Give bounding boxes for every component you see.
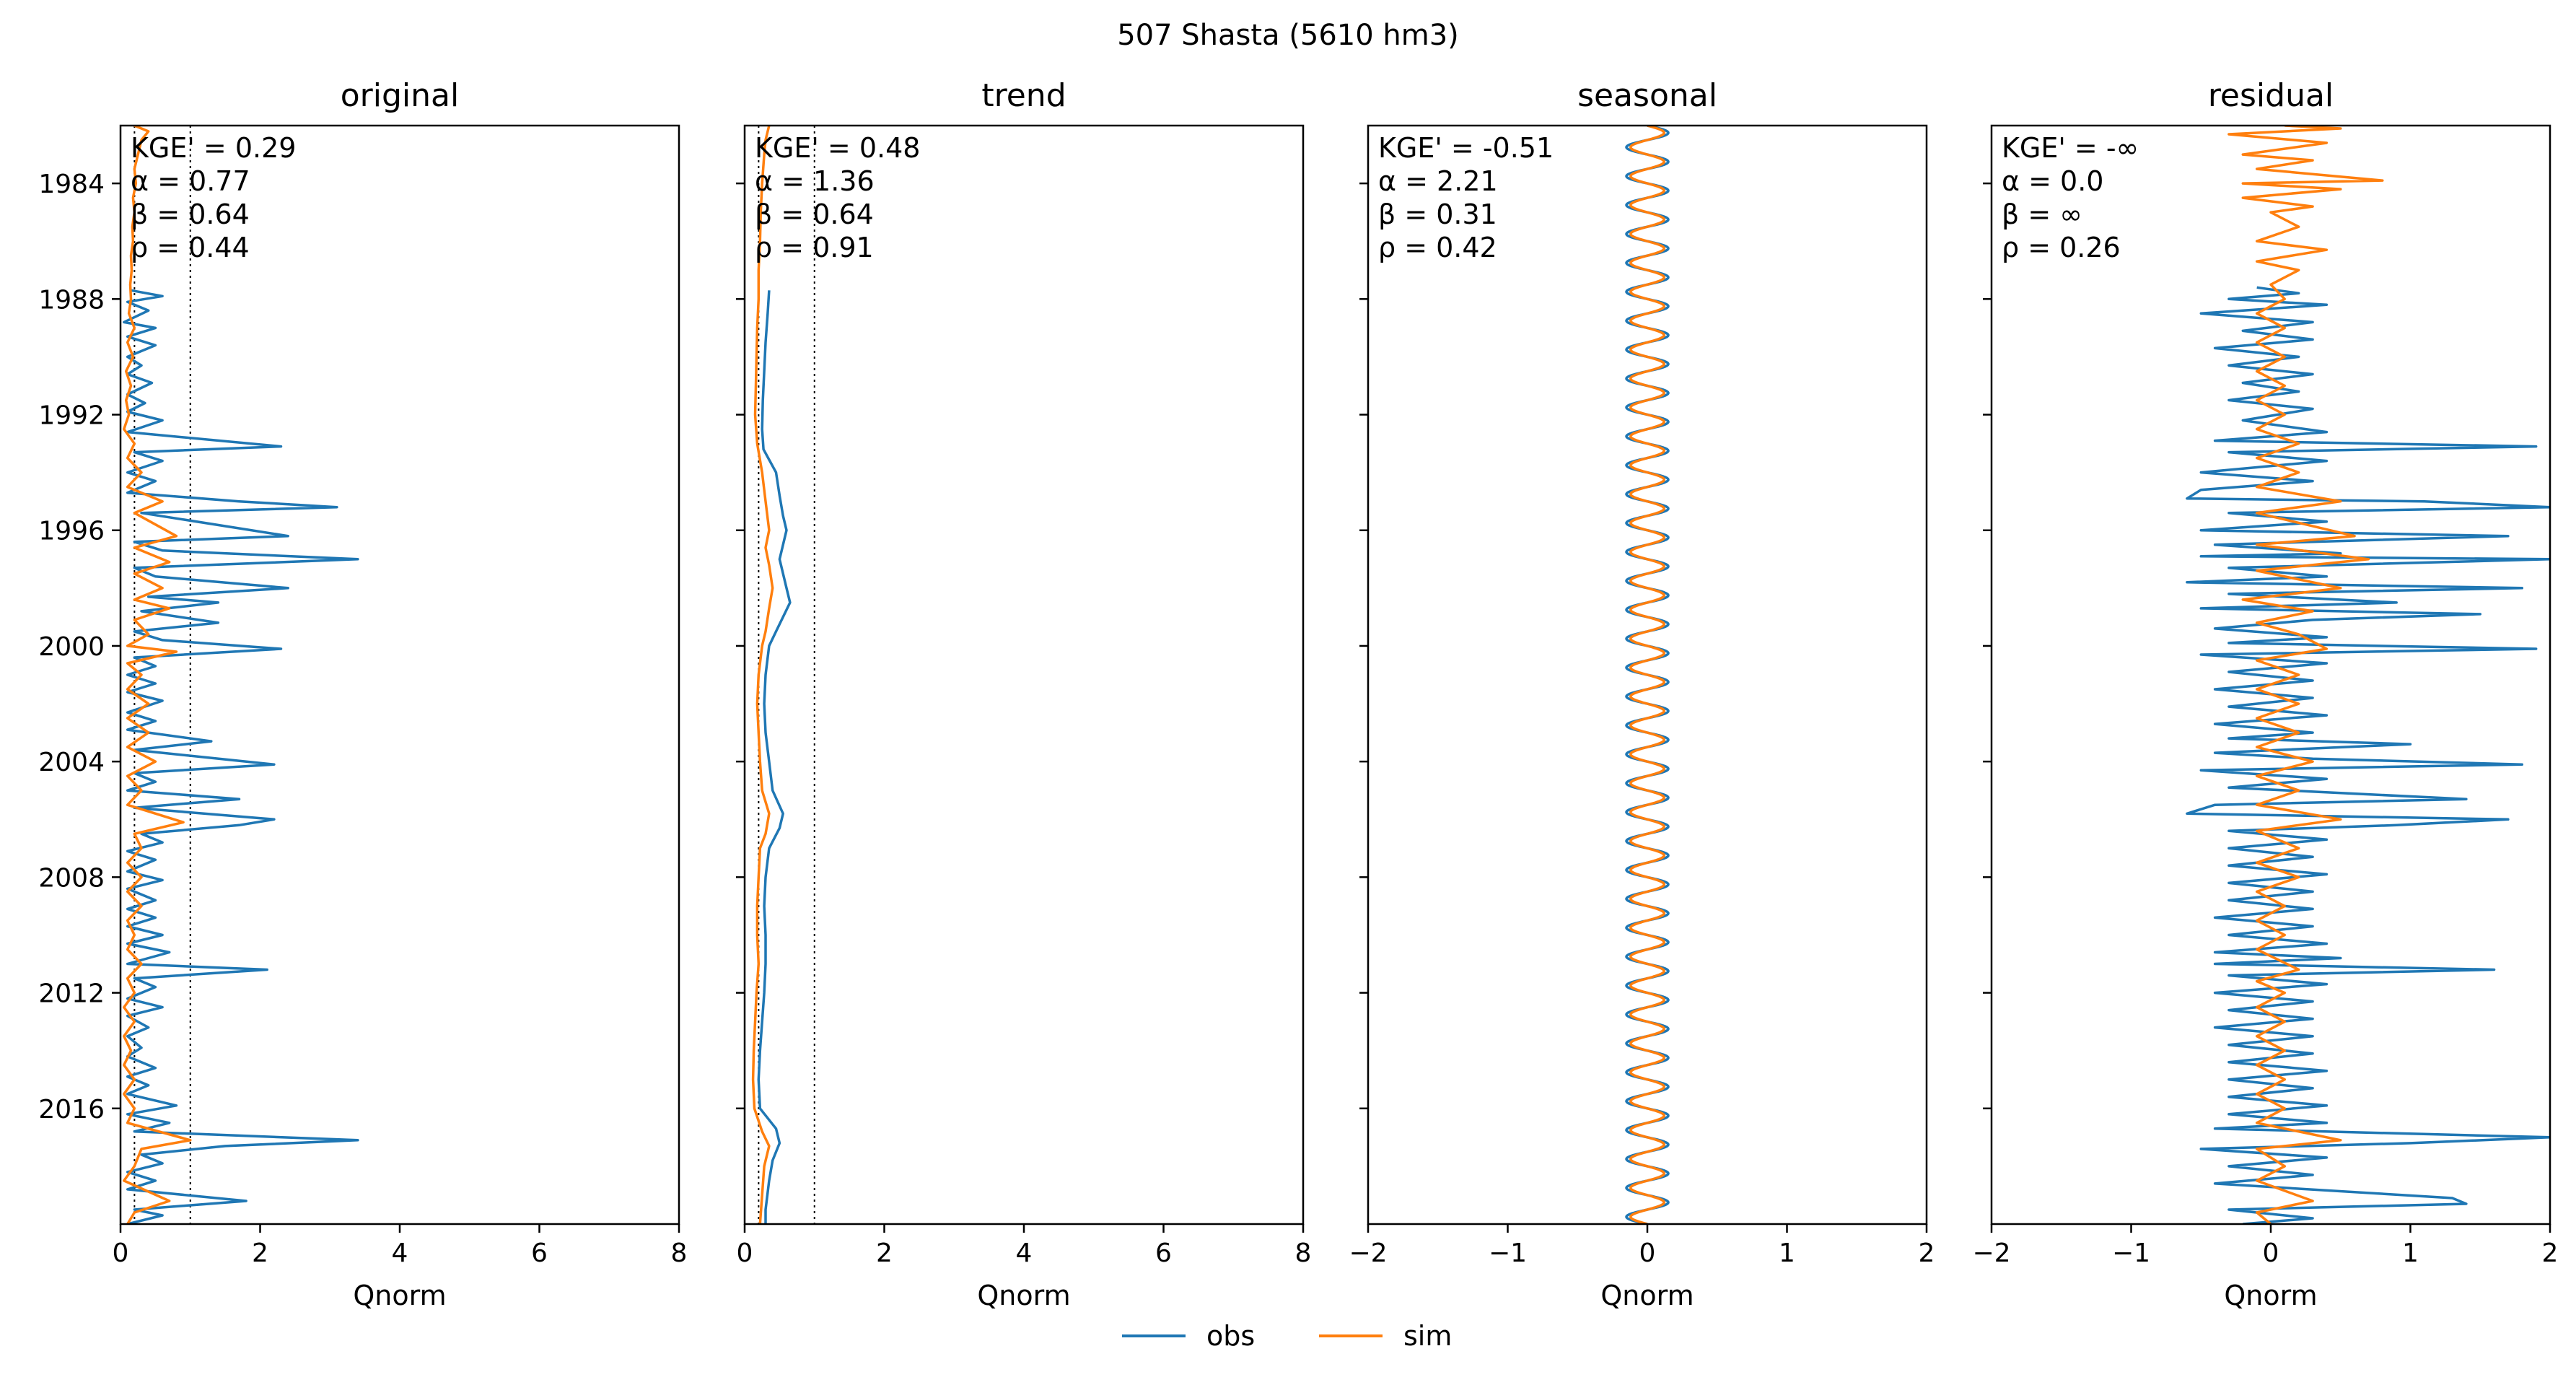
y-tick-label: 1984 — [38, 170, 105, 199]
x-tick-label: 6 — [531, 1238, 548, 1268]
series-line-sim — [123, 126, 192, 1224]
x-axis-label: Qnorm — [353, 1280, 446, 1311]
x-tick-label: 1 — [2402, 1238, 2419, 1268]
y-tick-label: 2000 — [38, 632, 105, 662]
x-tick-label: 4 — [1016, 1238, 1033, 1268]
metric-annotation: β = ∞ — [2002, 198, 2082, 230]
metric-annotation: β = 0.64 — [131, 198, 250, 230]
x-tick-label: 2 — [876, 1238, 893, 1268]
metric-annotation: α = 2.21 — [1378, 165, 1498, 197]
panel-series-group — [123, 126, 359, 1224]
x-tick-label: −2 — [1349, 1238, 1387, 1268]
panel-title: trend — [981, 77, 1066, 114]
x-tick-label: 6 — [1155, 1238, 1172, 1268]
series-line-obs — [123, 289, 359, 1224]
metric-annotation: α = 0.77 — [131, 165, 250, 197]
x-tick-label: 0 — [1639, 1238, 1656, 1268]
panel-residual: residual −2 −1 0 1 2 Qnorm KGE' = -∞α = 0.0β = … — [1972, 77, 2558, 1311]
legend-sim-label: sim — [1403, 1320, 1452, 1352]
panel-title: seasonal — [1577, 77, 1717, 114]
y-tick-label: 2012 — [38, 979, 105, 1009]
y-tick-label: 1988 — [38, 285, 105, 315]
series-line-obs — [757, 290, 792, 1224]
legend: obs sim — [1122, 1320, 1452, 1352]
metric-annotation: β = 0.31 — [1378, 198, 1497, 230]
panel-series-group — [751, 126, 792, 1224]
x-tick-label: −2 — [1972, 1238, 2010, 1268]
panel-title: residual — [2208, 77, 2334, 114]
y-tick-label: 2008 — [38, 863, 105, 893]
x-tick-label: 2 — [1919, 1238, 1935, 1268]
panel-original: original 0 2 4 6 8 Qnorm 1984 1988 1992 1996 2000 20… — [38, 77, 687, 1311]
x-tick-label: −1 — [2112, 1238, 2150, 1268]
x-tick-label: 4 — [392, 1238, 408, 1268]
x-axis-label: Qnorm — [2224, 1280, 2317, 1311]
panel-series-group — [2186, 126, 2550, 1224]
metric-annotation: KGE' = 0.29 — [131, 132, 296, 164]
metric-annotation: α = 1.36 — [755, 165, 875, 197]
y-tick-label: 2016 — [38, 1095, 105, 1124]
figure-suptitle: 507 Shasta (5610 hm3) — [1117, 19, 1459, 52]
series-line-sim — [1629, 126, 1665, 1224]
metric-annotation: α = 0.0 — [2002, 165, 2103, 197]
metric-annotation: KGE' = -∞ — [2002, 132, 2139, 164]
metric-annotation: KGE' = 0.48 — [755, 132, 920, 164]
x-tick-label: 2 — [2542, 1238, 2559, 1268]
x-axis-label: Qnorm — [1600, 1280, 1694, 1311]
x-tick-label: 2 — [252, 1238, 268, 1268]
metric-annotation: β = 0.64 — [755, 198, 874, 230]
x-tick-label: −1 — [1489, 1238, 1527, 1268]
x-tick-label: 8 — [1295, 1238, 1312, 1268]
metric-annotation: ρ = 0.26 — [2002, 232, 2121, 263]
x-tick-label: 1 — [1779, 1238, 1795, 1268]
metric-annotation: ρ = 0.44 — [131, 232, 250, 263]
panel-series-group — [1625, 126, 1670, 1224]
series-line-sim — [2227, 126, 2384, 1224]
metric-annotation: KGE' = -0.51 — [1378, 132, 1554, 164]
y-tick-label: 1996 — [38, 517, 105, 546]
metric-annotation: ρ = 0.42 — [1378, 232, 1497, 263]
y-tick-label: 1992 — [38, 401, 105, 431]
legend-obs-label: obs — [1206, 1320, 1255, 1352]
y-tick-label: 2004 — [38, 748, 105, 777]
x-tick-label: 0 — [737, 1238, 753, 1268]
x-axis-label: Qnorm — [977, 1280, 1070, 1311]
series-line-sim — [751, 126, 774, 1224]
panel-seasonal: seasonal −2 −1 0 1 2 Qnorm KGE' = -0.51α = 2.21… — [1349, 77, 1935, 1311]
metric-annotation: ρ = 0.91 — [755, 232, 874, 263]
panel-trend: trend 0 2 4 6 8 Qnorm KGE' = 0.48α = 1.36β = 0.… — [736, 77, 1311, 1311]
x-tick-label: 0 — [2263, 1238, 2279, 1268]
x-tick-label: 0 — [113, 1238, 129, 1268]
x-tick-label: 8 — [671, 1238, 688, 1268]
panel-title: original — [341, 77, 459, 114]
series-line-obs — [2186, 286, 2550, 1224]
